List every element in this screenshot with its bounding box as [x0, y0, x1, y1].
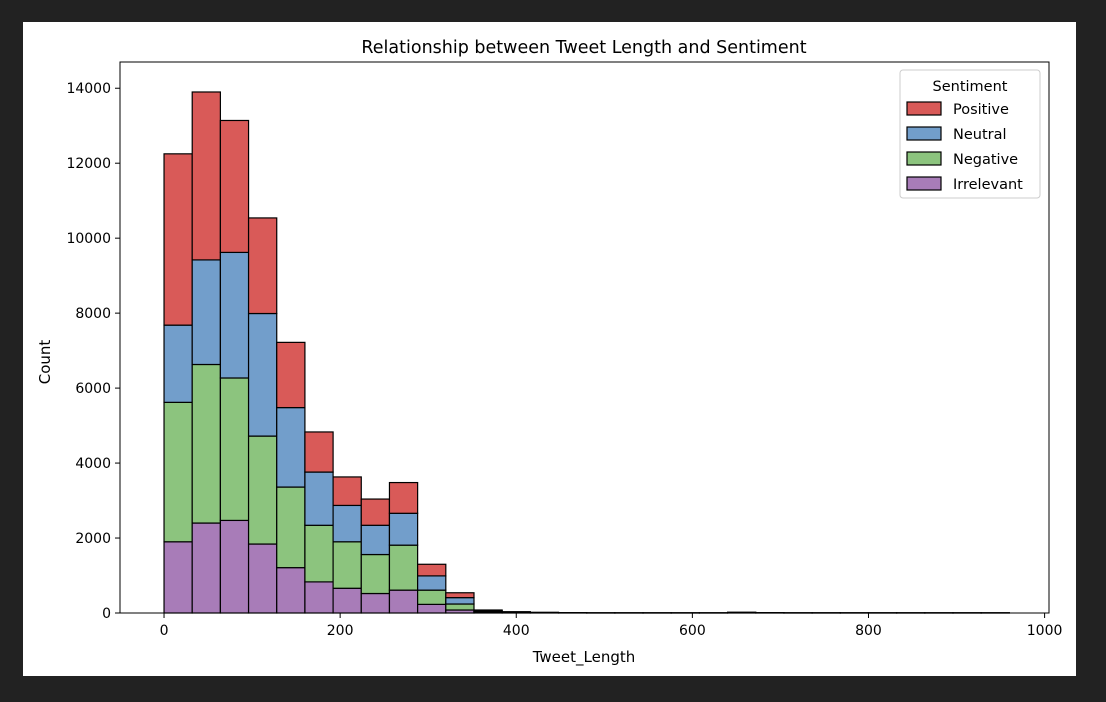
bar-negative-5 — [304, 524, 334, 583]
bar-neutral-8 — [388, 512, 419, 546]
bar-irrelevant-5 — [304, 581, 334, 614]
bar-negative-7 — [360, 553, 391, 595]
x-tick-label: 0 — [160, 623, 169, 639]
bar-irrelevant-8 — [388, 589, 419, 614]
x-tick-label: 1000 — [1027, 623, 1063, 639]
plot-frame — [119, 61, 1050, 614]
x-tick-label: 200 — [327, 623, 354, 639]
legend-entries: Positive Neutral Negative Irrelevant — [906, 101, 1023, 193]
bar-negative-9 — [417, 589, 447, 605]
bar-negative-6 — [332, 541, 362, 589]
bar-neutral-6 — [332, 504, 362, 543]
chart-title: Relationship between Tweet Length and Se… — [361, 38, 806, 58]
legend-label-positive: Positive — [953, 102, 1009, 118]
bar-negative-10 — [445, 603, 475, 611]
legend-label-neutral: Neutral — [953, 127, 1007, 143]
chart-figure: 0 200 400 600 800 1000 0 2000 4000 6000 8000 10000 1… — [23, 22, 1076, 676]
y-tick-label: 10000 — [66, 231, 111, 247]
bar-neutral-9 — [417, 575, 447, 591]
y-tick-label: 14000 — [66, 81, 111, 97]
y-tick-label: 8000 — [75, 306, 111, 322]
bar-neutral-7 — [360, 524, 391, 556]
bar-negative-4 — [276, 486, 306, 569]
bar-irrelevant-0 — [163, 541, 193, 614]
bar-neutral-2 — [219, 251, 250, 379]
y-tick-label: 0 — [102, 606, 111, 622]
legend-swatch-neutral — [906, 126, 942, 141]
bar-neutral-1 — [191, 259, 221, 366]
bar-irrelevant-3 — [247, 543, 278, 614]
y-tick-label: 4000 — [75, 456, 111, 472]
bar-neutral-4 — [276, 406, 306, 488]
legend-label-irrelevant: Irrelevant — [953, 177, 1023, 193]
bar-positive-8 — [388, 481, 419, 514]
bar-neutral-3 — [247, 312, 278, 437]
bar-positive-0 — [163, 153, 193, 326]
bar-irrelevant-9 — [417, 603, 447, 614]
bars-layer — [163, 91, 1010, 614]
bar-irrelevant-7 — [360, 592, 391, 614]
bar-positive-5 — [304, 431, 334, 473]
y-axis-label: Count — [36, 340, 54, 385]
x-axis-label: Tweet_Length — [532, 648, 636, 667]
bar-positive-11 — [473, 609, 503, 612]
bar-neutral-5 — [304, 471, 334, 526]
bar-positive-3 — [247, 217, 278, 315]
bar-negative-2 — [219, 377, 250, 522]
bar-neutral-0 — [163, 324, 193, 403]
bar-positive-6 — [332, 476, 362, 507]
legend: Sentiment Positive Neutral Negative Irrelev… — [899, 69, 1041, 199]
legend-label-negative: Negative — [953, 152, 1018, 168]
bar-positive-7 — [360, 498, 391, 526]
bar-positive-4 — [276, 341, 306, 409]
x-tick-label: 600 — [679, 623, 706, 639]
y-tick-label: 6000 — [75, 381, 111, 397]
legend-swatch-positive — [906, 101, 942, 116]
bar-irrelevant-6 — [332, 587, 362, 614]
bar-negative-1 — [191, 363, 221, 524]
bar-negative-3 — [247, 435, 278, 545]
legend-title: Sentiment — [933, 79, 1008, 95]
bar-positive-9 — [417, 563, 447, 577]
bar-negative-8 — [388, 544, 419, 591]
bar-irrelevant-4 — [276, 567, 306, 614]
bar-irrelevant-2 — [219, 519, 250, 614]
bar-positive-10 — [445, 592, 475, 599]
y-tick-label: 2000 — [75, 531, 111, 547]
bar-negative-0 — [163, 401, 193, 543]
bar-irrelevant-1 — [191, 522, 221, 614]
x-tick-label: 400 — [503, 623, 530, 639]
chart-svg: 0 200 400 600 800 100002000400060008000100001… — [36, 38, 1062, 667]
legend-swatch-negative — [906, 151, 942, 166]
ticks-layer: 0 200 400 600 800 100002000400060008000100001… — [66, 81, 1062, 639]
x-tick-label: 800 — [855, 623, 882, 639]
y-tick-label: 12000 — [66, 156, 111, 172]
bar-positive-2 — [219, 119, 250, 254]
legend-swatch-irrelevant — [906, 176, 942, 191]
bar-positive-1 — [191, 91, 221, 261]
bar-neutral-10 — [445, 597, 475, 605]
